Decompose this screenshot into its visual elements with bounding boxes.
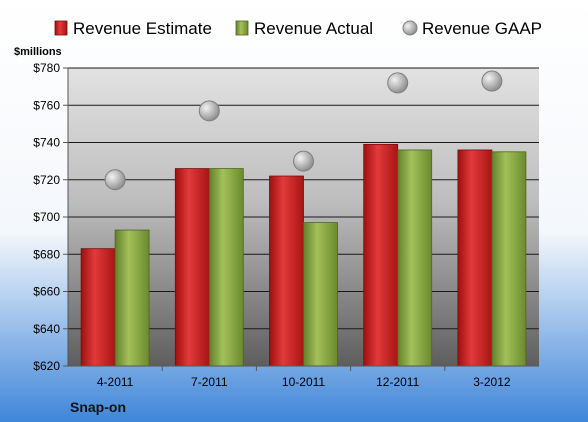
gaap-marker [481,70,503,92]
legend-item-revenue-estimate: Revenue Estimate [54,19,212,38]
y-axis: $620 $640 $660 $680 $700 $720 $740 $760 $780 [33,61,539,373]
bar-revenue-estimate [269,175,304,367]
bar-revenue-actual [114,229,150,367]
x-tick-label: 4-2011 [97,375,134,389]
y-tick-label: $620 [33,359,60,373]
legend-label: Revenue Estimate [73,19,212,38]
bar-revenue-actual [303,222,338,367]
x-axis: 4-2011 7-2011 10-2011 12-2011 3-2012 [97,366,511,389]
unit-label: $millions [14,46,62,58]
legend-item-revenue-gaap: Revenue GAAP [402,19,542,38]
x-tick-label: 10-2011 [282,375,325,389]
bar-revenue-actual [491,151,527,367]
y-tick-label: $760 [33,98,60,112]
y-tick-label: $700 [33,210,60,224]
legend-label: Revenue GAAP [422,19,542,38]
bar-revenue-actual [397,149,433,367]
y-tick-label: $740 [33,136,60,150]
gaap-marker [198,100,220,122]
bar-revenue-estimate [80,248,116,367]
x-tick-label: 7-2011 [191,375,228,389]
gaap-marker [387,72,409,94]
bar-revenue-estimate [457,149,493,367]
x-tick-label: 12-2011 [376,375,419,389]
gaap-marker [293,150,314,172]
y-tick-label: $720 [33,173,60,187]
gaap-marker [104,169,126,191]
legend-item-revenue-actual: Revenue Actual [235,19,373,38]
y-tick-label: $680 [33,247,60,261]
x-tick-label: 3-2012 [473,375,511,389]
y-tick-label: $660 [33,285,60,299]
bar-revenue-estimate [363,143,399,367]
company-name: Snap-on [70,399,126,415]
legend-label: Revenue Actual [254,19,373,38]
legend-swatch [235,20,249,36]
bars [80,143,527,367]
bar-revenue-estimate [174,168,210,367]
legend-swatch [54,20,68,36]
bar-revenue-actual [208,168,244,367]
legend-swatch [402,20,418,36]
y-tick-label: $640 [33,322,60,336]
y-tick-label: $780 [33,61,60,75]
legend: Revenue Estimate Revenue Actual Revenue GA… [54,19,542,38]
gaap-markers [104,70,503,191]
